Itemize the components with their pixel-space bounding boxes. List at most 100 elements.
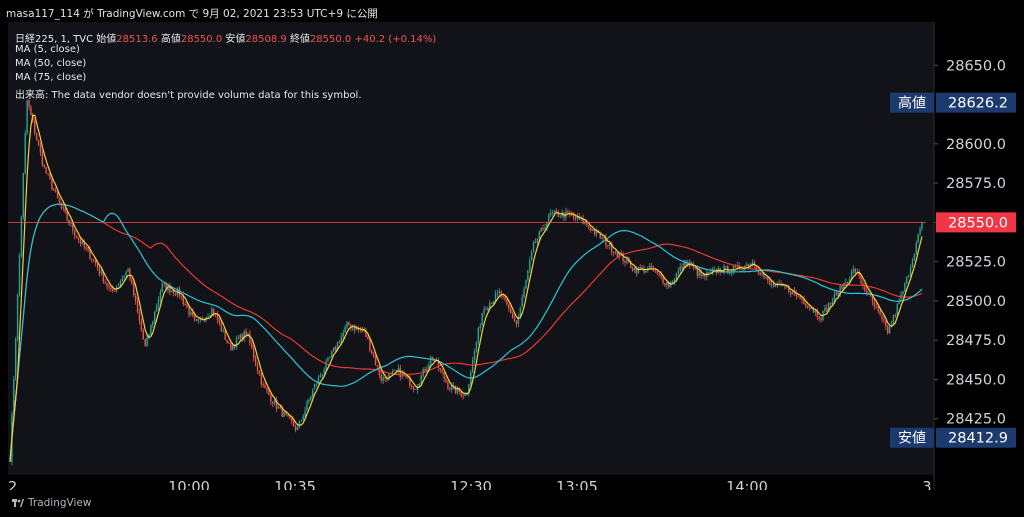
high-label-box — [890, 92, 934, 113]
candle-body — [395, 370, 398, 372]
candle-body — [742, 269, 744, 271]
candle-body — [216, 313, 219, 321]
candle-body — [570, 214, 573, 216]
candle-body — [588, 225, 590, 228]
candle-body — [871, 296, 874, 302]
candle-body — [125, 272, 127, 277]
candle-body — [292, 421, 295, 427]
candle-body — [346, 322, 348, 328]
candle-body — [479, 325, 481, 328]
candle-body — [843, 283, 845, 290]
candle-body — [393, 370, 396, 372]
price-tick-label: 28600.0 — [946, 137, 1006, 153]
candle-body — [382, 377, 384, 381]
candle-body — [637, 267, 640, 274]
candle-body — [83, 241, 85, 247]
candle-body — [616, 252, 619, 257]
candle-body — [445, 378, 447, 383]
candle-body — [755, 265, 758, 270]
change-value: +40.2 (+0.14%) — [354, 34, 437, 45]
ma50-legend[interactable]: MA (50, close) — [15, 58, 87, 69]
candle-body — [772, 283, 775, 287]
candle-body — [576, 216, 579, 219]
candle-body — [656, 270, 659, 274]
tradingview-icon — [12, 499, 24, 507]
candle-body — [550, 212, 552, 215]
candle-body — [264, 384, 266, 389]
candlestick-chart[interactable]: 28650.0 28600.0 28575.0 28550.0 28525.0 28500… — [8, 22, 1018, 496]
candle-body — [892, 314, 895, 325]
tradingview-logo[interactable]: TradingView — [12, 497, 91, 509]
candle-body — [70, 223, 72, 224]
candle-body — [213, 308, 215, 314]
candle-body — [249, 333, 251, 344]
candle-body — [256, 364, 259, 371]
candle-body — [424, 369, 426, 372]
candle-body — [629, 262, 632, 269]
candle-body — [54, 190, 57, 192]
time-tick-label: 12:30 — [450, 480, 492, 490]
candle-body — [447, 382, 449, 389]
candle-body — [902, 291, 904, 295]
candle-body — [129, 268, 131, 280]
candle-body — [138, 311, 141, 321]
candle-body — [593, 229, 596, 235]
candle-body — [862, 283, 864, 286]
candle-body — [639, 267, 641, 269]
ma5-legend[interactable]: MA (5, close) — [15, 44, 80, 55]
close-label: 終値 — [289, 34, 310, 45]
chart-area[interactable]: 28650.0 28600.0 28575.0 28550.0 28525.0 28500… — [8, 22, 1018, 496]
candle-body — [544, 227, 546, 230]
candle-body — [34, 121, 36, 134]
candle-body — [443, 372, 445, 379]
candle-body — [841, 285, 843, 290]
time-tick-label: 3 — [922, 480, 931, 490]
candle-body — [144, 339, 146, 347]
candle-body — [458, 387, 461, 392]
candle-body — [420, 375, 422, 384]
candle-body — [907, 275, 910, 277]
candle-body — [704, 274, 706, 277]
candle-body — [150, 324, 152, 335]
candle-body — [888, 326, 891, 334]
price-tick-label: 28650.0 — [946, 58, 1006, 74]
candle-body — [826, 307, 828, 312]
candle-body — [833, 294, 836, 301]
candle-body — [163, 283, 165, 284]
time-axis-panel[interactable] — [8, 475, 934, 490]
candle-body — [462, 395, 464, 397]
plot-background[interactable] — [8, 22, 926, 475]
candle-body — [709, 271, 712, 273]
candle-body — [816, 310, 818, 317]
candle-body — [590, 227, 592, 231]
candle-body — [852, 268, 855, 272]
candle-body — [614, 252, 617, 254]
candle-body — [896, 304, 898, 316]
candle-body — [20, 217, 23, 256]
candle-body — [464, 393, 466, 397]
candle-body — [371, 350, 373, 354]
candle-body — [380, 374, 382, 381]
candle-body — [671, 281, 674, 283]
candle-body — [898, 300, 900, 305]
ma75-legend[interactable]: MA (75, close) — [15, 72, 87, 83]
candle-body — [510, 308, 512, 313]
candle-body — [258, 370, 261, 375]
candle-body — [140, 320, 143, 331]
price-tick-label: 28450.0 — [946, 372, 1006, 388]
candle-body — [352, 327, 354, 329]
candle-body — [645, 270, 647, 273]
candle-body — [492, 300, 495, 304]
candle-body — [222, 330, 224, 332]
candle-body — [786, 285, 788, 288]
candle-body — [399, 368, 402, 378]
candle-body — [134, 295, 137, 302]
candle-body — [182, 296, 184, 304]
candle-body — [529, 260, 531, 271]
candle-body — [700, 271, 702, 277]
candle-body — [551, 212, 554, 214]
candle-body — [765, 277, 767, 278]
candle-body — [848, 278, 851, 283]
candle-body — [866, 290, 868, 295]
candle-body — [327, 357, 329, 362]
